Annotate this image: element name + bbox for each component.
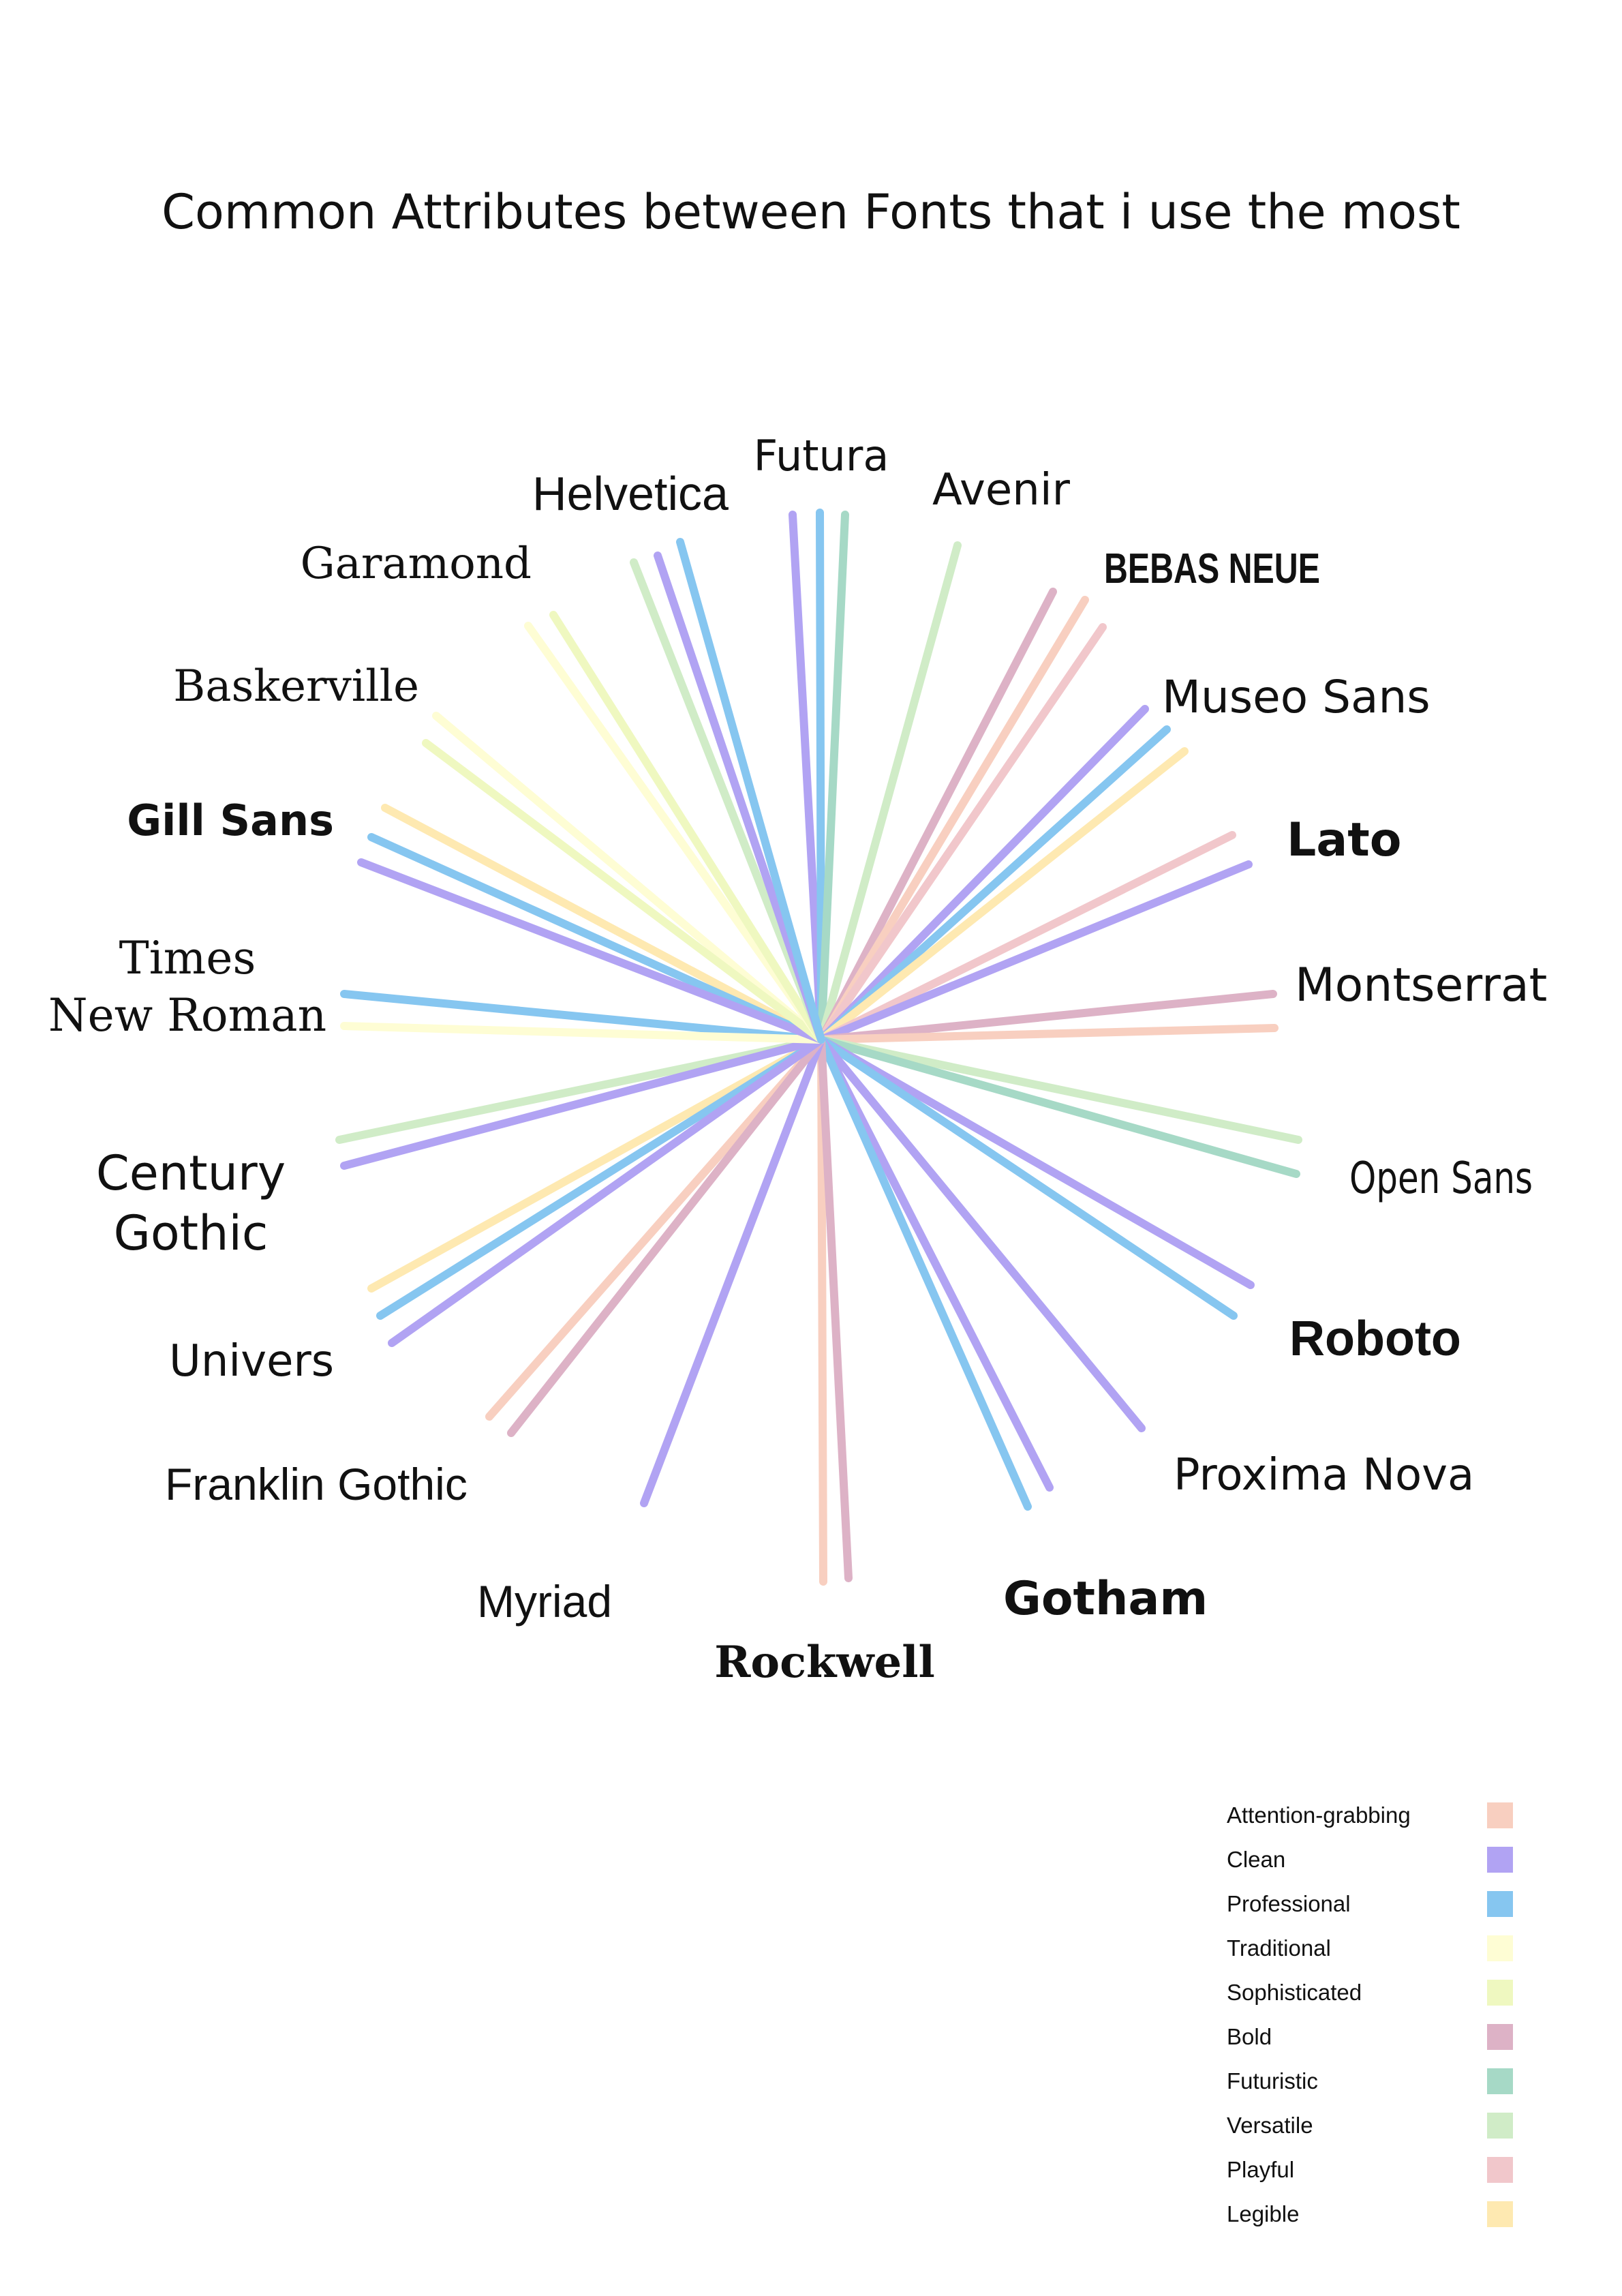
legend-swatch-sophisticated xyxy=(1487,1980,1513,2006)
font-label-open-sans: Open Sans xyxy=(1349,1153,1533,1204)
ray-futura-clean xyxy=(789,511,825,1044)
ray-baskerville-sophisticated xyxy=(422,739,825,1044)
legend-item-legible: Legible xyxy=(1227,2192,1513,2236)
ray-century-gothic-versatile xyxy=(335,1036,825,1144)
ray-montserrat-attention xyxy=(817,1024,1279,1044)
ray-bebas-neue-attention xyxy=(817,596,1089,1044)
legend-item-attention: Attention-grabbing xyxy=(1227,1793,1513,1837)
font-label-montserrat: Montserrat xyxy=(1295,958,1547,1012)
legend-swatch-versatile xyxy=(1487,2113,1513,2139)
ray-museo-sans-clean xyxy=(817,705,1149,1044)
legend-label: Playful xyxy=(1227,2156,1295,2182)
ray-garamond-sophisticated xyxy=(549,611,825,1044)
ray-rockwell-bold xyxy=(817,1036,853,1582)
font-label-baskerville: Baskerville xyxy=(173,661,419,712)
ray-bebas-neue-bold xyxy=(817,588,1057,1044)
ray-lato-clean xyxy=(817,860,1253,1044)
ray-gotham-clean xyxy=(817,1036,1054,1492)
font-label-avenir: Avenir xyxy=(932,465,1071,515)
font-label-futura: Futura xyxy=(754,431,889,481)
legend-swatch-traditional xyxy=(1487,1935,1513,1961)
ray-museo-sans-legible xyxy=(817,747,1189,1044)
ray-century-gothic-clean xyxy=(340,1036,825,1170)
legend-label: Bold xyxy=(1227,2023,1272,2049)
legend-item-sophisticated: Sophisticated xyxy=(1227,1970,1513,2014)
font-label-museo-sans: Museo Sans xyxy=(1162,671,1430,723)
font-label-proxima-nova: Proxima Nova xyxy=(1174,1450,1474,1500)
ray-avenir-versatile xyxy=(817,541,962,1044)
ray-helvetica-professional xyxy=(676,538,825,1044)
font-label-franklin-gothic: Franklin Gothic xyxy=(165,1459,468,1509)
font-label-rockwell: Rockwell xyxy=(714,1637,935,1688)
font-label-roboto: Roboto xyxy=(1289,1312,1461,1366)
legend-swatch-clean xyxy=(1487,1847,1513,1873)
font-label-century-gothic: Century Gothic xyxy=(96,1145,286,1261)
ray-univers-legible xyxy=(367,1036,825,1293)
ray-gotham-professional xyxy=(817,1036,1032,1511)
ray-futura-professional xyxy=(816,509,825,1044)
ray-univers-professional xyxy=(376,1036,825,1320)
ray-rockwell-attention xyxy=(817,1036,827,1586)
font-label-myriad: Myriad xyxy=(477,1576,612,1627)
ray-franklin-gothic-bold xyxy=(507,1036,825,1437)
ray-open-sans-futuristic xyxy=(817,1036,1300,1178)
ray-lato-playful xyxy=(817,831,1236,1044)
font-label-univers: Univers xyxy=(169,1336,334,1387)
legend-label: Versatile xyxy=(1227,2112,1313,2138)
legend-swatch-bold xyxy=(1487,2024,1513,2050)
legend-swatch-professional xyxy=(1487,1891,1513,1917)
legend-item-futuristic: Futuristic xyxy=(1227,2059,1513,2103)
legend-swatch-futuristic xyxy=(1487,2068,1513,2094)
legend-label: Sophisticated xyxy=(1227,1979,1362,2005)
ray-bebas-neue-playful xyxy=(817,623,1107,1044)
ray-montserrat-bold xyxy=(817,990,1277,1044)
ray-roboto-clean xyxy=(817,1036,1255,1289)
legend-item-bold: Bold xyxy=(1227,2014,1513,2059)
font-label-lato: Lato xyxy=(1287,813,1401,867)
ray-times-new-roman-professional xyxy=(340,990,825,1044)
font-label-gotham: Gotham xyxy=(1003,1572,1208,1626)
ray-myriad-clean xyxy=(640,1036,825,1507)
font-label-garamond: Garamond xyxy=(301,539,532,589)
ray-baskerville-traditional xyxy=(432,712,825,1044)
ray-open-sans-versatile xyxy=(817,1036,1302,1144)
legend-item-traditional: Traditional xyxy=(1227,1926,1513,1970)
ray-franklin-gothic-attention xyxy=(485,1036,825,1421)
ray-garamond-traditional xyxy=(524,622,825,1044)
legend-label: Attention-grabbing xyxy=(1227,1802,1411,1828)
legend-swatch-attention xyxy=(1487,1802,1513,1828)
legend-item-playful: Playful xyxy=(1227,2147,1513,2192)
legend-label: Legible xyxy=(1227,2201,1300,2226)
font-label-bebas-neue: BEBAS NEUE xyxy=(1104,545,1320,592)
legend: Attention-grabbing Clean Professional Tradi… xyxy=(1227,1793,1513,2236)
ray-futura-futuristic xyxy=(817,511,849,1044)
ray-gill-sans-professional xyxy=(367,833,825,1044)
ray-times-new-roman-traditional xyxy=(340,1022,825,1044)
ray-helvetica-clean xyxy=(654,552,825,1044)
legend-item-professional: Professional xyxy=(1227,1882,1513,1926)
font-label-helvetica: Helvetica xyxy=(532,467,729,520)
legend-label: Futuristic xyxy=(1227,2068,1318,2094)
ray-univers-clean xyxy=(388,1036,825,1347)
font-label-gill-sans: Gill Sans xyxy=(127,796,334,845)
legend-item-versatile: Versatile xyxy=(1227,2103,1513,2147)
legend-label: Clean xyxy=(1227,1846,1286,1872)
ray-roboto-professional xyxy=(817,1036,1238,1320)
ray-helvetica-versatile xyxy=(630,558,825,1044)
legend-item-clean: Clean xyxy=(1227,1837,1513,1882)
chart-title: Common Attributes between Fonts that i u… xyxy=(162,184,1460,240)
ray-museo-sans-professional xyxy=(817,725,1171,1044)
font-label-times-new-roman: Times New Roman xyxy=(48,932,326,1042)
ray-gill-sans-clean xyxy=(357,858,825,1044)
legend-label: Professional xyxy=(1227,1890,1351,1916)
ray-gill-sans-legible xyxy=(381,804,825,1044)
legend-swatch-legible xyxy=(1487,2201,1513,2227)
legend-label: Traditional xyxy=(1227,1935,1331,1961)
legend-swatch-playful xyxy=(1487,2157,1513,2183)
ray-proxima-nova-clean xyxy=(817,1036,1146,1432)
